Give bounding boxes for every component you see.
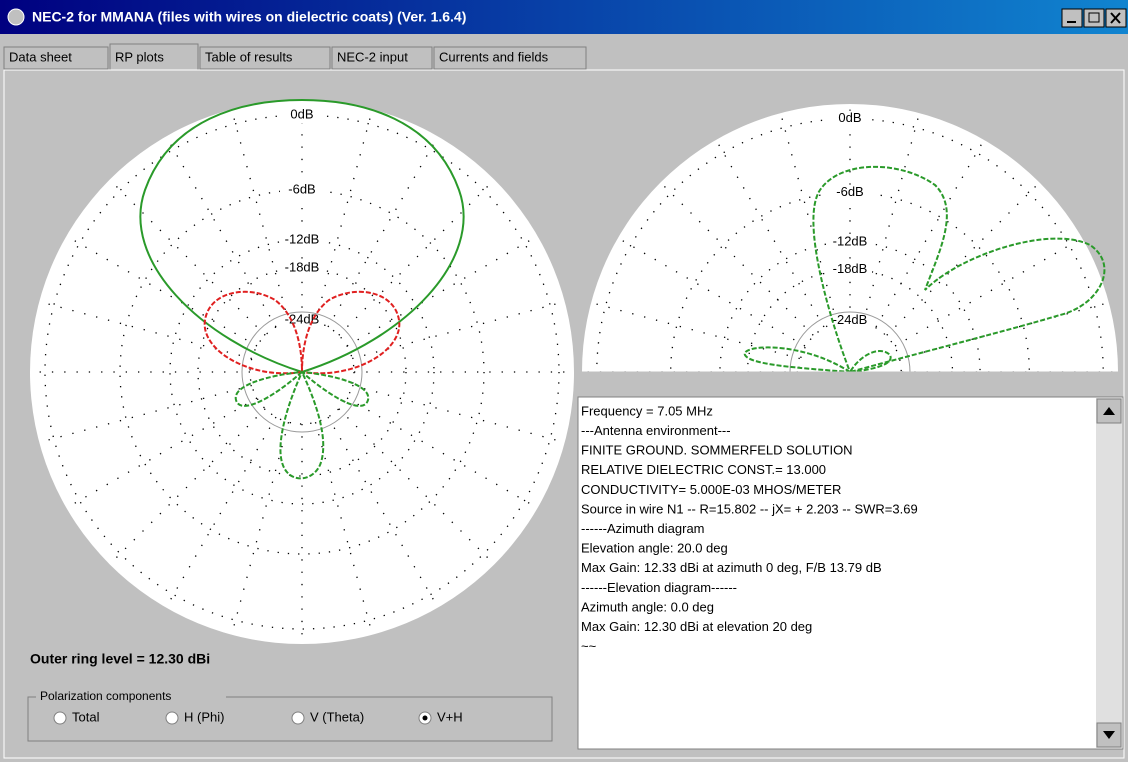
app-icon — [7, 8, 25, 26]
tab[interactable] — [3, 46, 109, 70]
result-line: FINITE GROUND. SOMMERFELD SOLUTION — [581, 443, 853, 458]
result-line: ------Azimuth diagram — [581, 521, 705, 536]
title-bar — [0, 0, 1128, 34]
radio-label[interactable]: Total — [72, 709, 100, 724]
results-text: Frequency = 7.05 MHz ---Antenna environme… — [581, 403, 918, 653]
polar-grid: 0dB-6dB-12dB-18dB-24dB — [30, 100, 574, 644]
outer-ring-label: Outer ring level = 12.30 dBi — [30, 651, 210, 667]
maximize-glyph — [1088, 12, 1100, 23]
grid-ring — [169, 239, 435, 505]
result-line: Source in wire N1 -- R=15.802 -- jX= + 2… — [581, 501, 918, 516]
ring-label: -12dB — [285, 231, 320, 246]
reference-ring — [241, 311, 363, 433]
ring-label: -24dB — [833, 312, 868, 327]
tab-strip: Data sheet RP plots Table of results NEC-2 … — [3, 43, 587, 71]
ring-label: -18dB — [285, 259, 320, 274]
ring-label-bg — [280, 260, 324, 276]
tab[interactable] — [109, 43, 199, 71]
group-title-bg — [36, 690, 226, 704]
pattern-curve — [139, 98, 465, 374]
scroll-up[interactable] — [1096, 398, 1122, 424]
azimuth-plot: 0dB-6dB-12dB-18dB-24dB — [30, 98, 574, 644]
ring-label: -12dB — [833, 233, 868, 248]
ring-label-bg — [828, 110, 872, 127]
radio-label[interactable]: V (Theta) — [310, 709, 364, 724]
close-glyph — [1110, 12, 1121, 24]
tab[interactable] — [331, 46, 433, 70]
result-line: ------Elevation diagram------ — [581, 580, 737, 595]
scrollbar[interactable] — [1096, 398, 1122, 748]
result-line: Azimuth angle: 0.0 deg — [581, 599, 714, 614]
tab-label[interactable]: Currents and fields — [439, 49, 549, 64]
radio-button[interactable] — [165, 711, 179, 725]
reference-ring — [789, 311, 911, 372]
ring-label-bg — [280, 107, 324, 123]
tab[interactable] — [433, 46, 587, 70]
result-line: RELATIVE DIELECTRIC CONST.= 13.000 — [581, 462, 826, 477]
minimize-button[interactable] — [1061, 8, 1083, 28]
grid-ring — [119, 189, 485, 555]
radio-button[interactable] — [291, 711, 305, 725]
tab-label[interactable]: Data sheet — [9, 49, 72, 64]
ring-label-bg — [828, 184, 872, 201]
pattern-curve-v — [234, 370, 370, 480]
result-line: Elevation angle: 20.0 deg — [581, 541, 728, 556]
result-line: ~~ — [581, 639, 597, 654]
pattern-curve — [743, 165, 1106, 372]
radio-button[interactable] — [53, 711, 67, 725]
grid-ring — [44, 114, 560, 630]
ring-label: -18dB — [833, 261, 868, 276]
scroll-track[interactable] — [1096, 398, 1122, 748]
ring-label-bg — [280, 232, 324, 248]
result-line: Max Gain: 12.30 dBi at elevation 20 deg — [581, 619, 812, 634]
window-title: NEC-2 for MMANA (files with wires on die… — [32, 9, 466, 25]
radio-label[interactable]: V+H — [437, 709, 463, 724]
result-line: Frequency = 7.05 MHz — [581, 403, 713, 418]
group-box — [27, 696, 553, 742]
tab-label[interactable]: RP plots — [115, 49, 164, 64]
result-line: Max Gain: 12.33 dBi at azimuth 0 deg, F/… — [581, 560, 882, 575]
window-buttons[interactable] — [1061, 8, 1127, 28]
arrow-up — [1103, 407, 1115, 415]
ring-label-bg — [828, 233, 872, 250]
radio-dot — [422, 715, 428, 721]
grid-ring — [197, 267, 407, 477]
ring-label: 0dB — [838, 110, 861, 125]
group-title: Polarization components — [40, 689, 171, 703]
elevation-plot: 0dB -6dB -12dB -18dB -24dB — [582, 104, 1118, 372]
ring-label-bg — [280, 182, 324, 198]
results-box — [577, 396, 1124, 750]
tab[interactable] — [199, 46, 331, 70]
tab-page — [3, 69, 1125, 759]
ring-label-bg — [828, 312, 872, 329]
result-line: ---Antenna environment--- — [581, 423, 731, 438]
ring-label: 0dB — [290, 106, 313, 121]
ring-label: -6dB — [836, 184, 863, 199]
maximize-button[interactable] — [1083, 8, 1105, 28]
radio-label[interactable]: H (Phi) — [184, 709, 224, 724]
ring-label-bg — [828, 261, 872, 278]
radio-group: Total H (Phi) V (Theta) V+H — [53, 709, 463, 725]
result-line: CONDUCTIVITY= 5.000E-03 MHOS/METER — [581, 482, 841, 497]
ring-label: -6dB — [288, 181, 315, 196]
ring-label-bg — [280, 312, 324, 328]
polar-grid: 0dB -6dB -12dB -18dB -24dB — [582, 104, 1118, 372]
tab-label[interactable]: Table of results — [205, 49, 293, 64]
tab-label[interactable]: NEC-2 input — [337, 49, 408, 64]
arrow-down — [1103, 731, 1115, 739]
